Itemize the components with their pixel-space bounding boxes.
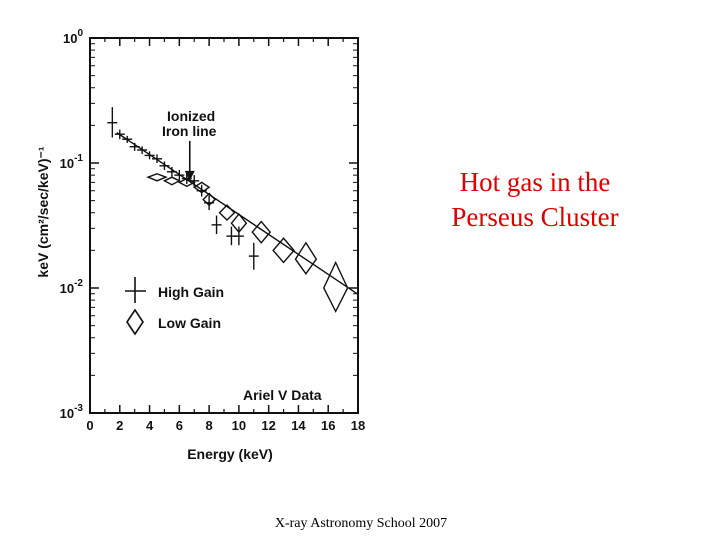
legend: High Gain Low Gain xyxy=(125,277,224,336)
slide-title: Hot gas in the Perseus Cluster xyxy=(420,165,650,235)
x-tick-label-2: 2 xyxy=(116,418,123,433)
x-tick-label-0: 0 xyxy=(86,418,93,433)
x-tick-label-16: 16 xyxy=(321,418,335,433)
x-tick-label-8: 8 xyxy=(205,418,212,433)
data-points xyxy=(107,107,349,313)
legend-low-gain-label: Low Gain xyxy=(158,315,221,331)
low-gain-point-1 xyxy=(162,176,181,186)
annotation-arrow xyxy=(184,141,195,181)
plot-frame xyxy=(89,37,359,414)
y-tick-label-1e0: 100 xyxy=(63,28,83,46)
low-gain-point-6 xyxy=(230,213,248,234)
slide-title-line2: Perseus Cluster xyxy=(451,202,619,232)
x-tick-label-4: 4 xyxy=(146,418,154,433)
y-tick-label-1e-1: 10-1 xyxy=(60,153,84,171)
low-gain-point-5 xyxy=(218,204,236,221)
annotation-line2: Iron line xyxy=(162,123,217,139)
y-tick-label-1e-2: 10-2 xyxy=(60,278,84,296)
x-tick-label-6: 6 xyxy=(176,418,183,433)
low-gain-point-9 xyxy=(294,241,318,275)
x-tick-label-18: 18 xyxy=(351,418,365,433)
data-source-label: Ariel V Data xyxy=(243,387,322,403)
low-gain-point-4 xyxy=(202,192,217,207)
annotation-arrow-head xyxy=(184,170,195,181)
fit-line xyxy=(116,132,359,295)
fit-line-group xyxy=(116,132,359,295)
y-tick-label-1e-3: 10-3 xyxy=(60,403,84,421)
low-gain-point-2 xyxy=(177,177,196,188)
low-gain-point-0 xyxy=(146,173,168,182)
x-tick-label-14: 14 xyxy=(291,418,306,433)
x-axis-title: Energy (keV) xyxy=(187,446,273,462)
low-gain-point-8 xyxy=(272,237,295,264)
y-axis-title: keV (cm²/sec/keV)⁻¹ xyxy=(35,146,51,277)
legend-high-gain-label: High Gain xyxy=(158,284,224,300)
low-gain-point-3 xyxy=(192,181,211,194)
slide-title-line1: Hot gas in the xyxy=(459,167,611,197)
axis-ticks: 0 2 4 6 8 10 12 14 16 18 100 10-1 10-2 10-3 xyxy=(60,28,366,433)
annotation-line1: Ionized xyxy=(167,108,215,124)
low-gain-point-7 xyxy=(251,220,272,244)
legend-cross-icon xyxy=(125,277,146,303)
footer-text: X-ray Astronomy School 2007 xyxy=(274,516,448,531)
x-tick-label-12: 12 xyxy=(261,418,275,433)
x-tick-label-10: 10 xyxy=(232,418,246,433)
low-gain-point-10 xyxy=(322,260,349,313)
legend-diamond-icon xyxy=(126,308,144,336)
